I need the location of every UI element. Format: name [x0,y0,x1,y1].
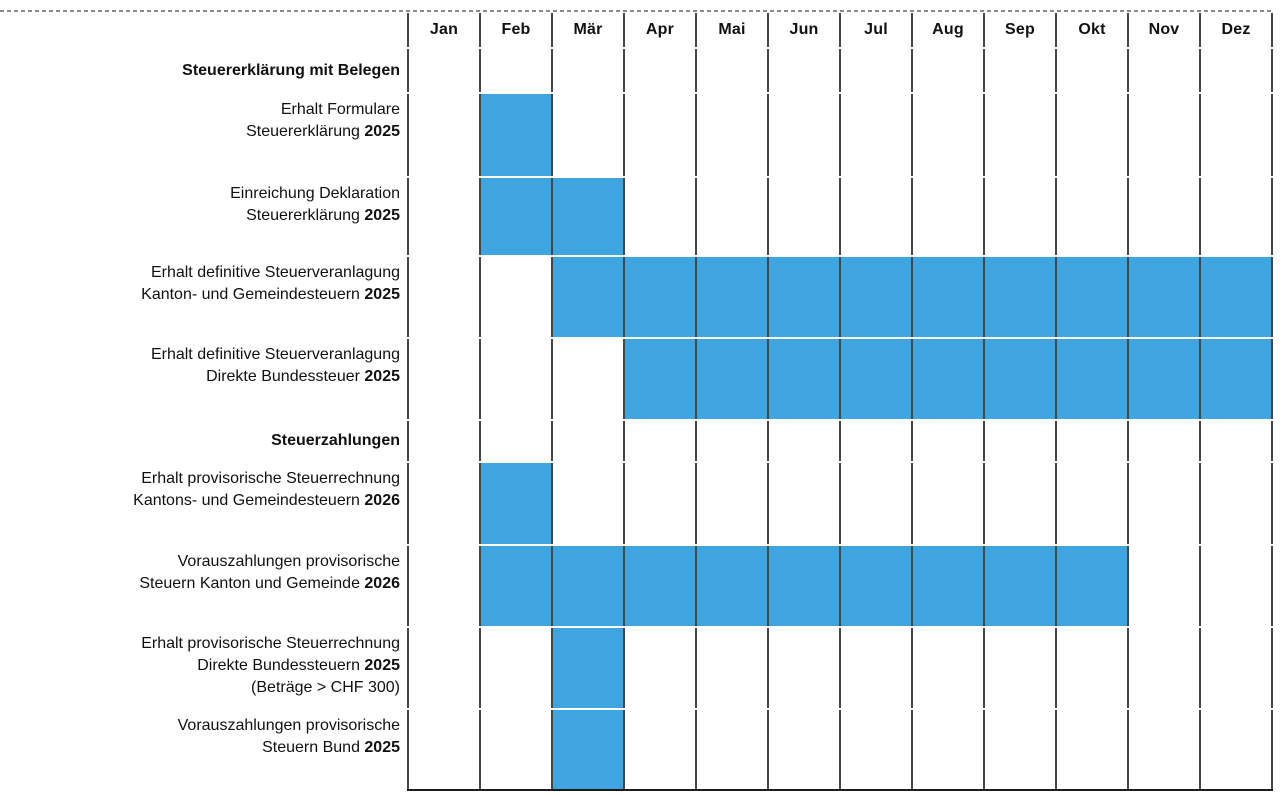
month-header-cell: Dez [1221,20,1251,38]
row-separator [407,544,1273,546]
grid-line-vertical [1271,13,1273,790]
label-line: Steuererklärung 2025 [246,207,400,224]
label-line: Steuern Bund 2025 [262,739,400,756]
task-label: Erhalt definitive Steuerveranlagung Direk… [0,344,400,388]
grid-line-vertical [695,13,697,790]
grid-line-vertical [479,13,481,790]
task-bar [480,463,552,544]
section-label: Steuerzahlungen [0,430,400,452]
task-bar [624,339,1272,419]
month-header-cell: Mär [573,20,603,38]
label-line: Steuererklärung mit Belegen [182,62,400,79]
top-dashed-border [0,10,1272,12]
label-line: Direkte Bundessteuern 2025 [197,657,400,674]
task-label: Erhalt provisorische Steuerrechnung Kanto… [0,468,400,512]
label-line: Erhalt provisorische Steuerrechnung [141,470,400,487]
task-bar [480,546,1128,626]
row-separator [407,461,1273,463]
task-bar [552,710,624,789]
row-separator [407,419,1273,421]
task-label: Vorauszahlungen provisorische Steuern Kan… [0,551,400,595]
month-header-cell: Jun [789,20,819,38]
grid-line-vertical [839,13,841,790]
label-line: Erhalt definitive Steuerveranlagung [150,346,400,363]
task-label: Einreichung Deklaration Steuererklärung 2… [0,183,400,227]
task-label: Erhalt Formulare Steuererklärung 2025 [0,99,400,143]
label-line: Vorauszahlungen provisorische [177,717,400,734]
row-separator [407,255,1273,257]
label-line: Kantons- und Gemeindesteuern 2026 [133,492,400,509]
grid-line-vertical [983,13,985,790]
label-line: Vorauszahlungen provisorische [177,553,400,570]
task-label: Vorauszahlungen provisorische Steuern Bun… [0,715,400,759]
month-header-cell: Nov [1148,20,1180,38]
row-separator [407,708,1273,710]
task-label: Erhalt definitive Steuerveranlagung Kanto… [0,262,400,306]
grid-line-vertical [767,13,769,790]
label-line: Steuern Kanton und Gemeinde 2026 [139,575,400,592]
label-line: Erhalt Formulare [280,101,400,118]
month-header-cell: Sep [1005,20,1035,38]
task-bar [480,94,552,176]
task-bar [552,628,624,708]
label-line: Einreichung Deklaration [230,185,400,202]
label-line: Kanton- und Gemeindesteuern 2025 [141,286,400,303]
month-header-cell: Aug [932,20,964,38]
grid-line-vertical [1127,13,1129,790]
task-label: Erhalt provisorische Steuerrechnung Direk… [0,633,400,699]
grid-line-vertical [551,13,553,790]
grid-line-vertical [623,13,625,790]
label-line: Steuererklärung 2025 [246,123,400,140]
label-line: (Beträge > CHF 300) [251,679,400,696]
row-separator [407,92,1273,94]
label-line: Direkte Bundessteuer 2025 [206,368,400,385]
row-separator [407,337,1273,339]
row-separator [407,626,1273,628]
label-line: Erhalt definitive Steuerveranlagung [150,264,400,281]
grid-line-vertical [1055,13,1057,790]
month-header-cell: Jul [864,20,888,38]
month-header-cell: Jan [429,20,459,38]
month-header-cell: Mai [718,20,746,38]
label-line: Erhalt provisorische Steuerrechnung [141,635,400,652]
month-header-cell: Apr [645,20,675,38]
row-separator [407,47,1273,49]
grid-bottom-border [407,789,1273,791]
grid-line-vertical [911,13,913,790]
section-label: Steuererklärung mit Belegen [0,60,400,82]
label-line: Steuerzahlungen [271,432,400,449]
grid-line-vertical [407,13,409,790]
grid-line-vertical [1199,13,1201,790]
row-separator [407,176,1273,178]
month-header-cell: Okt [1078,20,1106,38]
month-header-cell: Feb [501,20,531,38]
